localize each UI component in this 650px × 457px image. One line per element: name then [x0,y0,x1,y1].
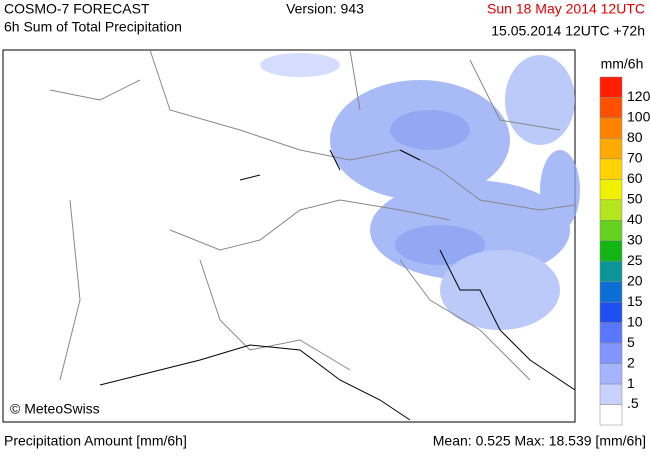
legend-swatch [599,220,623,242]
legend-label: 15 [627,293,643,309]
legend-label: 120 [627,88,650,104]
title: COSMO-7 FORECAST [4,1,150,17]
legend-label: 2 [627,354,635,370]
borders [49,49,576,381]
legend-swatch [599,281,623,303]
precip-areas [260,53,580,330]
legend-swatch [599,199,623,221]
valid-time: Sun 18 May 2014 12UTC [487,1,645,17]
map: © MeteoSwiss [2,49,580,423]
legend-swatch [599,301,623,323]
legend-label: 25 [627,252,643,268]
legend-swatch [599,97,623,119]
legend-label: 5 [627,334,635,350]
legend-label: 10 [627,313,643,329]
legend-swatch [599,363,623,385]
legend-label: 80 [627,129,643,145]
legend-swatch [599,179,623,201]
credit: © MeteoSwiss [10,401,100,417]
coastline [99,149,576,421]
legend-swatch [599,260,623,282]
legend-swatch [599,240,623,262]
version: Version: 943 [286,1,364,17]
legend-swatch [599,383,623,405]
run-time: 15.05.2014 12UTC +72h [491,23,645,39]
legend: mm/6h 120 100 80 70 60 50 40 30 25 20 15 10 5 2 1 .5 [599,56,650,426]
legend-label: 40 [627,211,643,227]
legend-label: 70 [627,150,643,166]
legend-label: 60 [627,170,643,186]
legend-label: 100 [627,109,650,125]
legend-swatch [599,76,623,98]
legend-label: 1 [627,375,635,391]
legend-swatch [599,117,623,139]
legend-swatch [599,342,623,364]
legend-label: 20 [627,272,643,288]
footer-right: Mean: 0.525 Max: 18.539 [mm/6h] [433,433,646,449]
legend-swatch [599,158,623,180]
legend-swatch [599,404,623,426]
footer-left: Precipitation Amount [mm/6h] [4,433,187,449]
subtitle: 6h Sum of Total Precipitation [4,19,182,35]
legend-swatch [599,138,623,160]
legend-swatch [599,322,623,344]
legend-unit: mm/6h [601,56,644,72]
legend-label: 30 [627,231,643,247]
legend-label: .5 [627,395,639,411]
legend-label: 50 [627,191,643,207]
